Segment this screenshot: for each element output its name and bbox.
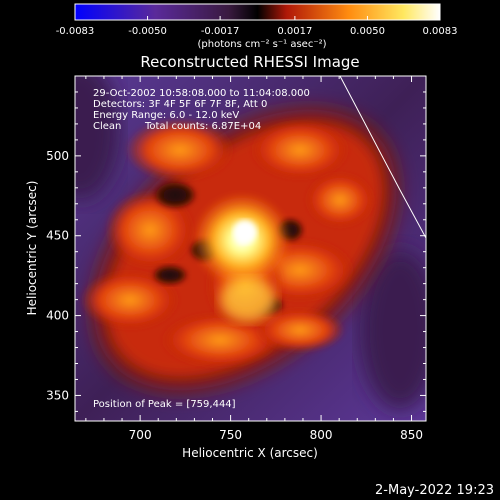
x-tick-label: 800 xyxy=(310,428,333,442)
y-tick-label: 350 xyxy=(46,388,69,402)
x-tick-label: 850 xyxy=(400,428,423,442)
y-tick-label: 400 xyxy=(46,309,69,323)
info-energy-range: Energy Range: 6.0 - 12.0 keV xyxy=(93,110,239,121)
plot-frame xyxy=(74,75,427,422)
colorbar-tick-label: -0.0017 xyxy=(201,26,240,37)
colorbar: -0.0083 -0.0050 -0.0017 0.0017 0.0050 0.0083 … xyxy=(56,3,458,50)
colorbar-ticks: -0.0083 -0.0050 -0.0017 0.0017 0.0050 0.0083 xyxy=(56,16,458,37)
x-axis-ticks: 700 750 800 850 xyxy=(85,76,423,442)
info-time-range: 29-Oct-2002 10:58:08.000 to 11:04:08.000 xyxy=(93,88,310,99)
y-tick-label: 500 xyxy=(46,149,69,163)
peak-position-text: Position of Peak = [759,444] xyxy=(93,399,236,410)
x-axis-label: Heliocentric X (arcsec) xyxy=(182,446,318,460)
y-tick-label: 450 xyxy=(46,229,69,243)
timestamp: 2-May-2022 19:23 xyxy=(375,483,494,498)
info-method: Clean xyxy=(93,121,121,132)
x-tick-label: 700 xyxy=(129,428,152,442)
plot-title: Reconstructed RHESSI Image xyxy=(140,53,359,71)
colorbar-frame xyxy=(74,3,441,21)
x-tick-label: 750 xyxy=(219,428,242,442)
solar-limb-line xyxy=(339,76,426,239)
colorbar-gradient xyxy=(75,4,440,20)
y-axis-label: Heliocentric Y (arcsec) xyxy=(25,181,39,316)
solar-image xyxy=(75,76,426,421)
y-axis-ticks: 350 400 450 500 xyxy=(46,91,426,412)
info-detectors: Detectors: 3F 4F 5F 6F 7F 8F, Att 0 xyxy=(93,99,267,110)
colorbar-tick-label: 0.0017 xyxy=(277,26,312,37)
info-block: 29-Oct-2002 10:58:08.000 to 11:04:08.000… xyxy=(93,88,310,132)
colorbar-tick-label: -0.0083 xyxy=(56,26,95,37)
colorbar-tick-label: 0.0083 xyxy=(423,26,458,37)
colorbar-unit-label: (photons cm⁻² s⁻¹ asec⁻²) xyxy=(197,39,326,50)
peak-core xyxy=(233,220,257,244)
colorbar-tick-label: -0.0050 xyxy=(128,26,167,37)
colorbar-tick-label: 0.0050 xyxy=(350,26,385,37)
info-total-counts: Total counts: 6.87E+04 xyxy=(144,121,261,132)
